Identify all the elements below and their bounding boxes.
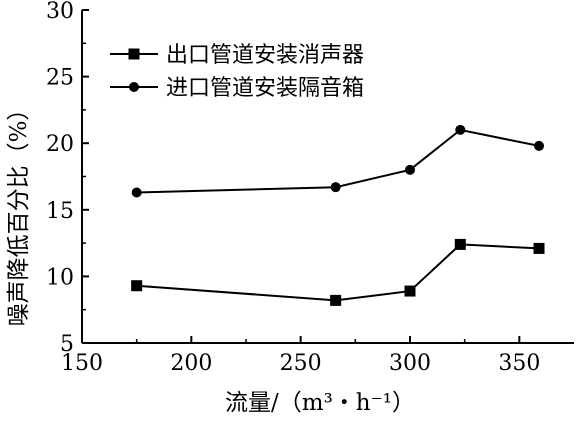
data-point-square bbox=[454, 238, 466, 250]
data-point-square bbox=[404, 285, 416, 297]
data-point-circle bbox=[455, 124, 466, 135]
data-point-circle bbox=[534, 140, 545, 151]
legend-marker-square bbox=[128, 48, 140, 60]
y-axis-label: 噪声降低百分比（%） bbox=[6, 98, 32, 327]
x-tick-label: 350 bbox=[498, 351, 540, 376]
y-tick-label: 10 bbox=[46, 265, 74, 290]
y-tick-label: 30 bbox=[46, 0, 74, 24]
y-tick-label: 20 bbox=[46, 132, 74, 157]
data-point-square bbox=[330, 294, 342, 306]
x-tick-label: 250 bbox=[280, 351, 322, 376]
data-point-circle bbox=[330, 182, 341, 193]
data-point-square bbox=[533, 242, 545, 254]
x-tick-label: 150 bbox=[61, 351, 103, 376]
legend-label-1: 出口管道安装消声器 bbox=[166, 43, 364, 68]
data-point-circle bbox=[131, 187, 142, 198]
series-group bbox=[131, 124, 545, 306]
y-tick-label: 5 bbox=[60, 332, 74, 357]
data-point-circle bbox=[405, 164, 415, 175]
y-axis-ticks: 5 10 15 20 25 30 bbox=[46, 0, 89, 357]
x-axis-label: 流量/（m³・h⁻¹） bbox=[225, 390, 415, 416]
y-tick-label: 25 bbox=[46, 66, 74, 91]
x-tick-label: 300 bbox=[389, 351, 431, 376]
series-line-1 bbox=[136, 243, 540, 302]
data-point-square bbox=[131, 280, 143, 292]
x-axis-ticks: 150 200 250 300 350 bbox=[61, 336, 540, 376]
x-tick-label: 200 bbox=[170, 351, 212, 376]
legend-marker-circle bbox=[129, 82, 139, 92]
y-tick-label: 15 bbox=[46, 199, 74, 224]
legend-label-2: 进口管道安装隔音箱 bbox=[166, 76, 364, 101]
